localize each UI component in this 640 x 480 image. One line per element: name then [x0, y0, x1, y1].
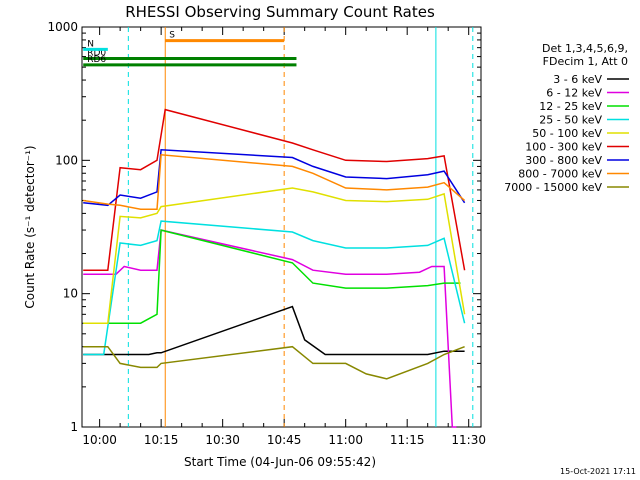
legend-label: 100 - 300 keV	[525, 141, 602, 154]
legend-header-line-2: FDecim 1, Att 0	[543, 55, 628, 68]
y-tick-label: 10	[63, 287, 78, 301]
annotation-label: S	[169, 31, 175, 41]
x-tick-label: 10:15	[144, 433, 179, 447]
series-line	[83, 187, 466, 324]
x-axis-label: Start Time (04-Jun-06 09:55:42)	[184, 455, 376, 469]
series-line	[83, 229, 461, 324]
series-line	[83, 220, 466, 356]
series-line	[83, 229, 457, 428]
series-line	[83, 153, 466, 210]
legend-label: 300 - 800 keV	[525, 154, 602, 167]
legend-header-line-1: Det 1,3,4,5,6,9,	[542, 42, 628, 55]
x-tick-label: 10:00	[82, 433, 117, 447]
annotation-label: RD6	[87, 55, 106, 65]
legend-label: 6 - 12 keV	[546, 87, 602, 100]
annotation-label: RD0	[87, 49, 106, 59]
x-tick-label: 11:30	[451, 433, 486, 447]
x-tick-label: 11:15	[390, 433, 425, 447]
y-tick-label: 1	[70, 420, 78, 434]
footer-date: 15-Oct-2021 17:11	[560, 467, 636, 476]
legend-label: 25 - 50 keV	[539, 114, 602, 127]
legend-label: 3 - 6 keV	[553, 73, 602, 86]
series-lines	[83, 108, 466, 428]
legend-label: 7000 - 15000 keV	[504, 181, 602, 194]
series-line	[83, 305, 465, 356]
chart-title: RHESSI Observing Summary Count Rates	[125, 3, 435, 21]
series-line	[83, 149, 466, 207]
x-axis-ticks: 10:00 10:15 10:30 10:45 11:00 11:15 11:30	[82, 27, 486, 447]
y-tick-label: 100	[55, 153, 78, 167]
series-line	[83, 108, 466, 271]
x-tick-label: 10:30	[205, 433, 240, 447]
annotation-label: N	[87, 39, 94, 49]
plot-frame	[81, 26, 482, 428]
legend-label: 50 - 100 keV	[532, 127, 602, 140]
legend-label: 800 - 7000 keV	[518, 168, 602, 181]
y-axis-label: Count Rate (s⁻¹ detector⁻¹)	[23, 145, 37, 308]
x-tick-label: 10:45	[267, 433, 302, 447]
series-line	[83, 345, 465, 380]
legend: Det 1,3,4,5,6,9, FDecim 1, Att 0 3 - 6 k…	[504, 42, 629, 194]
legend-label: 12 - 25 keV	[539, 100, 602, 113]
x-tick-label: 11:00	[328, 433, 363, 447]
y-tick-label: 1000	[47, 20, 78, 34]
vertical-markers	[127, 27, 474, 427]
